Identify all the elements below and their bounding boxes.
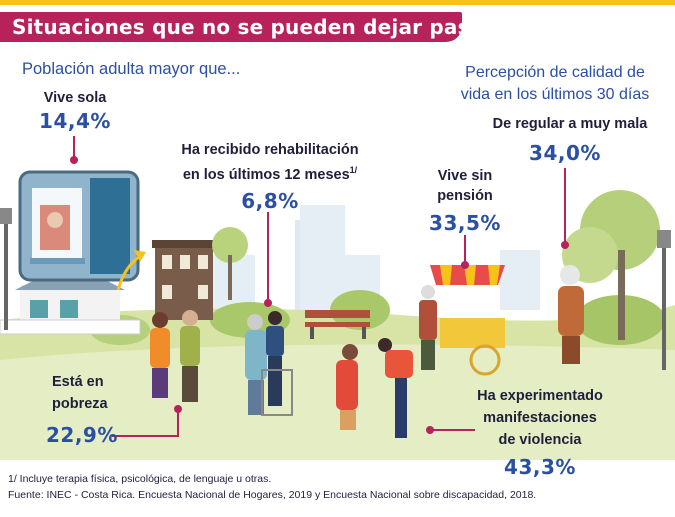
pobreza-label-1: Está en	[52, 374, 104, 390]
footnote-superscript: 1/	[349, 165, 358, 175]
violencia-label-3: de violencia	[498, 432, 582, 448]
rehabilitacion-label-1: Ha recibido rehabilitación	[181, 142, 359, 158]
violencia-value: 43,3%	[504, 455, 576, 479]
sin-pension-label-2: pensión	[437, 188, 493, 204]
page-title: Situaciones que no se pueden dejar pasar	[12, 15, 494, 39]
title-banner	[0, 12, 462, 42]
sin-pension-label-1: Vive sin	[437, 168, 493, 184]
percepcion-heading-1: Percepción de calidad de	[465, 64, 645, 81]
rehabilitacion-value: 6,8%	[241, 189, 299, 213]
vive-sola-value: 14,4%	[39, 109, 111, 133]
top-accent-bar	[0, 0, 675, 5]
rehabilitacion-label-2-text: en los últimos 12 meses	[182, 166, 350, 183]
rehabilitacion-label-2: en los últimos 12 meses1/	[160, 160, 380, 185]
vive-sola-label: Vive sola	[43, 90, 107, 106]
violencia-label-2: manifestaciones	[483, 410, 597, 426]
percepcion-label: De regular a muy mala	[492, 116, 648, 132]
violencia-label-1: Ha experimentado	[477, 388, 603, 404]
pobreza-label-2: pobreza	[52, 396, 108, 412]
percepcion-heading-2: vida en los últimos 30 días	[460, 86, 650, 103]
percepcion-value: 34,0%	[529, 141, 601, 165]
subtitle: Población adulta mayor que...	[22, 60, 241, 78]
sin-pension-value: 33,5%	[429, 211, 501, 235]
pobreza-value: 22,9%	[46, 423, 118, 447]
source-note: Fuente: INEC - Costa Rica. Encuesta Naci…	[8, 489, 537, 501]
footnote-1: 1/ Incluye terapia física, psicológica, …	[8, 473, 272, 485]
